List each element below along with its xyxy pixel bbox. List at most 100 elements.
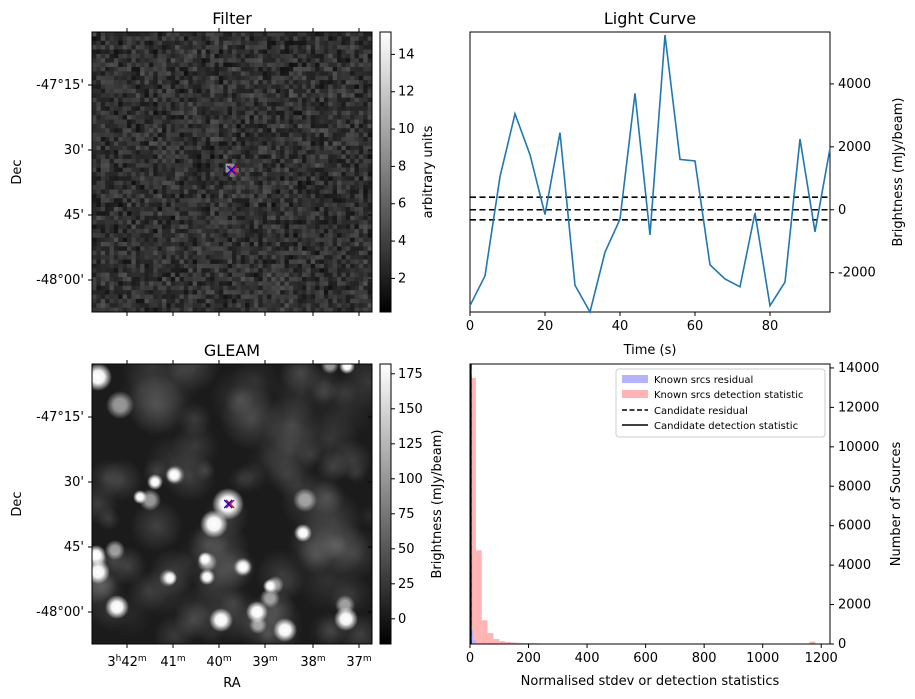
lightcurve-panel: Light Curve 0 20 40 60 80 -2000 0 2000 4000 Tim… [466, 9, 906, 358]
histogram-bar [510, 642, 517, 644]
tick-label: 10 [398, 122, 415, 137]
gleam-dec-axis: -47°15' 30' 45' -48°00' [36, 410, 372, 620]
marker-x [228, 165, 238, 175]
gleam-source [339, 364, 355, 374]
tick-label: 6 [398, 197, 406, 212]
histogram-bar [505, 642, 511, 644]
gleam-source [235, 559, 251, 575]
tick-label: 175 [398, 367, 423, 382]
tick-label: 2000 [838, 598, 871, 613]
gleam-source [133, 490, 147, 504]
lightcurve-frame [469, 31, 831, 313]
tick-label: 12000 [838, 400, 879, 415]
gleam-xlabel: RA [223, 676, 241, 691]
lightcurve-xlabel: Time (s) [623, 343, 677, 358]
tick-label: 150 [398, 402, 423, 417]
tick-label: 0 [466, 319, 474, 334]
gleam-source [334, 607, 358, 631]
legend-label: Known srcs residual [654, 375, 753, 386]
lightcurve-title: Light Curve [604, 9, 696, 28]
filter-frame [91, 31, 373, 313]
tick-label: 2000 [838, 140, 871, 155]
histogram-bar [472, 640, 476, 644]
legend-swatch [622, 375, 648, 383]
tick-label: 50 [398, 542, 415, 557]
tick-label: 14000 [838, 361, 879, 376]
tick-label: 3h42m [107, 654, 146, 670]
gleam-image [92, 364, 372, 644]
tick-label: 39m [252, 654, 277, 670]
tick-label: 14 [398, 47, 415, 62]
tick-label: 1200 [805, 651, 838, 666]
gleam-source [200, 510, 228, 538]
tick-label: 125 [398, 437, 423, 452]
filter-colorbar [379, 31, 392, 313]
gleam-source [92, 364, 112, 391]
lightcurve-x-axis: 0 20 40 60 80 [466, 312, 778, 334]
legend-label: Candidate detection statistic [654, 421, 798, 432]
gleam-source [92, 545, 106, 565]
legend-item-known-detection: Known srcs detection statistic [622, 390, 803, 401]
gleam-colorbar-ticks: 0 25 50 75 100 125 150 175 [391, 367, 423, 627]
tick-label: 41m [160, 654, 185, 670]
tick-label: 4000 [838, 558, 871, 573]
histogram-bar [499, 641, 506, 644]
tick-label: -48°00' [36, 273, 84, 288]
gleam-ylabel: Dec [10, 491, 25, 516]
filter-title: Filter [212, 9, 252, 28]
histogram-bar [481, 620, 488, 644]
tick-label: 4000 [838, 77, 871, 92]
tick-label: 10000 [838, 440, 879, 455]
filter-ra-ticks [126, 28, 360, 316]
gleam-source [263, 579, 277, 593]
gleam-markers [223, 499, 235, 509]
tick-label: 45' [64, 208, 84, 223]
tick-label: 100 [398, 472, 423, 487]
tick-label: 800 [692, 651, 717, 666]
tick-label: 30' [64, 143, 84, 158]
lightcurve-y-axis: -2000 0 2000 4000 [830, 77, 876, 281]
tick-label: 6000 [838, 519, 871, 534]
histogram-panel: 0 200 400 600 800 1000 1200 0 2000 4000 6000 8000 1… [466, 361, 904, 689]
tick-label: 0 [838, 637, 846, 652]
lightcurve-line [469, 35, 831, 315]
lightcurve-ylabel: Brightness (mJy/beam) [891, 98, 906, 247]
histogram-bar [516, 642, 523, 644]
lightcurve-threshold-lines [470, 196, 830, 221]
histogram-bar [475, 550, 482, 644]
gleam-source [198, 552, 212, 566]
tick-label: 1000 [746, 651, 779, 666]
gleam-colorbar-label: Brightness (mJy/beam) [430, 430, 445, 579]
tick-label: 0 [398, 612, 406, 627]
histogram-legend: Known srcs residual Known srcs detection… [615, 368, 826, 438]
gleam-source [166, 467, 182, 483]
marker-x [223, 499, 233, 509]
tick-label: 25 [398, 577, 415, 592]
tick-label: 4 [398, 234, 406, 249]
tick-label: -47°15' [36, 410, 84, 425]
tick-label: -2000 [838, 266, 876, 281]
histogram-bar [470, 377, 476, 644]
tick-label: 8000 [838, 479, 871, 494]
histogram-ylabel: Number of Sources [889, 442, 904, 567]
gleam-source [273, 618, 297, 642]
gleam-title: GLEAM [204, 341, 260, 360]
tick-label: 37m [346, 654, 371, 670]
gleam-source [92, 560, 110, 584]
histogram-bar [493, 639, 500, 644]
gleam-panel: GLEAM -47°15' 30' 45' -48°00' 3h42m 41m 40m 39… [10, 341, 445, 691]
gleam-frame [91, 363, 373, 645]
gleam-source [199, 569, 215, 585]
filter-dec-axis: -47°15' 30' 45' -48°00' [36, 78, 372, 288]
gleam-source [105, 595, 129, 619]
tick-label: 30' [64, 475, 84, 490]
marker-x [225, 499, 235, 509]
filter-colorbar-label: arbitrary units [421, 125, 436, 218]
tick-label: 12 [398, 85, 415, 100]
gleam-source [246, 601, 268, 623]
filter-ylabel: Dec [10, 159, 25, 184]
gleam-source [163, 571, 177, 585]
tick-label: 60 [687, 319, 704, 334]
tick-label: 600 [633, 651, 658, 666]
legend-item-candidate-residual: Candidate residual [622, 406, 748, 417]
